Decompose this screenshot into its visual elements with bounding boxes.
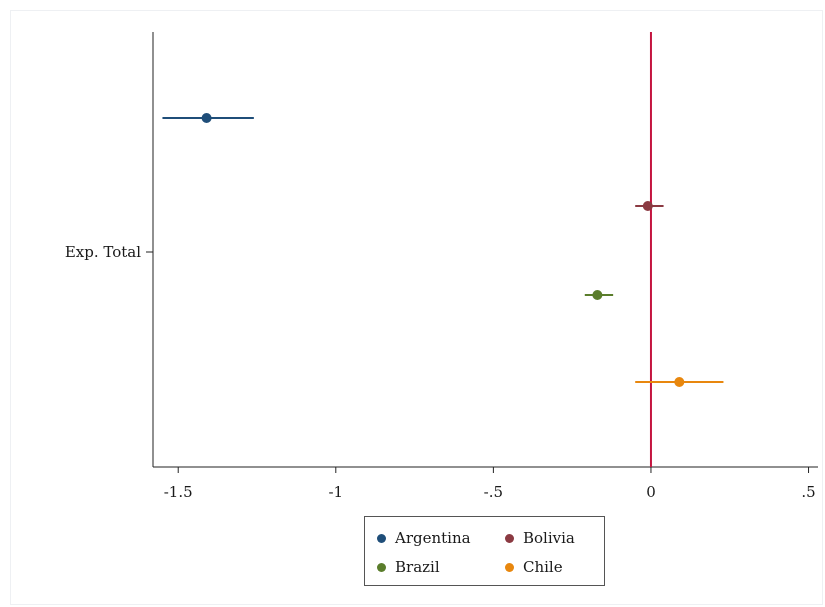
legend-swatch <box>505 562 514 572</box>
x-tick-label: .5 <box>801 483 815 501</box>
legend-label: Argentina <box>395 529 471 547</box>
legend: Argentina Bolivia Brazil Chile <box>364 516 605 586</box>
coefficient-marks <box>162 113 724 387</box>
x-axis-ticks: -1.5 -1 -.5 0 .5 <box>164 467 816 501</box>
legend-item-brazil: Brazil <box>377 558 440 576</box>
legend-item-argentina: Argentina <box>377 529 471 547</box>
estimate-point-brazil <box>592 290 603 300</box>
legend-swatch <box>377 533 386 543</box>
estimate-point-bolivia <box>642 201 653 211</box>
legend-swatch <box>505 533 514 543</box>
x-tick-label: 0 <box>646 483 656 501</box>
x-tick-label: -1.5 <box>164 483 193 501</box>
y-category-label: Exp. Total <box>65 243 141 261</box>
estimate-point-argentina <box>201 113 212 123</box>
estimate-point-chile <box>674 377 685 387</box>
legend-label: Bolivia <box>523 529 575 547</box>
legend-label: Chile <box>523 558 563 576</box>
legend-item-bolivia: Bolivia <box>505 529 575 547</box>
legend-label: Brazil <box>395 558 440 576</box>
x-tick-label: -.5 <box>484 483 503 501</box>
legend-item-chile: Chile <box>505 558 563 576</box>
legend-swatch <box>377 562 386 572</box>
chart-frame <box>10 10 823 605</box>
x-tick-label: -1 <box>328 483 343 501</box>
